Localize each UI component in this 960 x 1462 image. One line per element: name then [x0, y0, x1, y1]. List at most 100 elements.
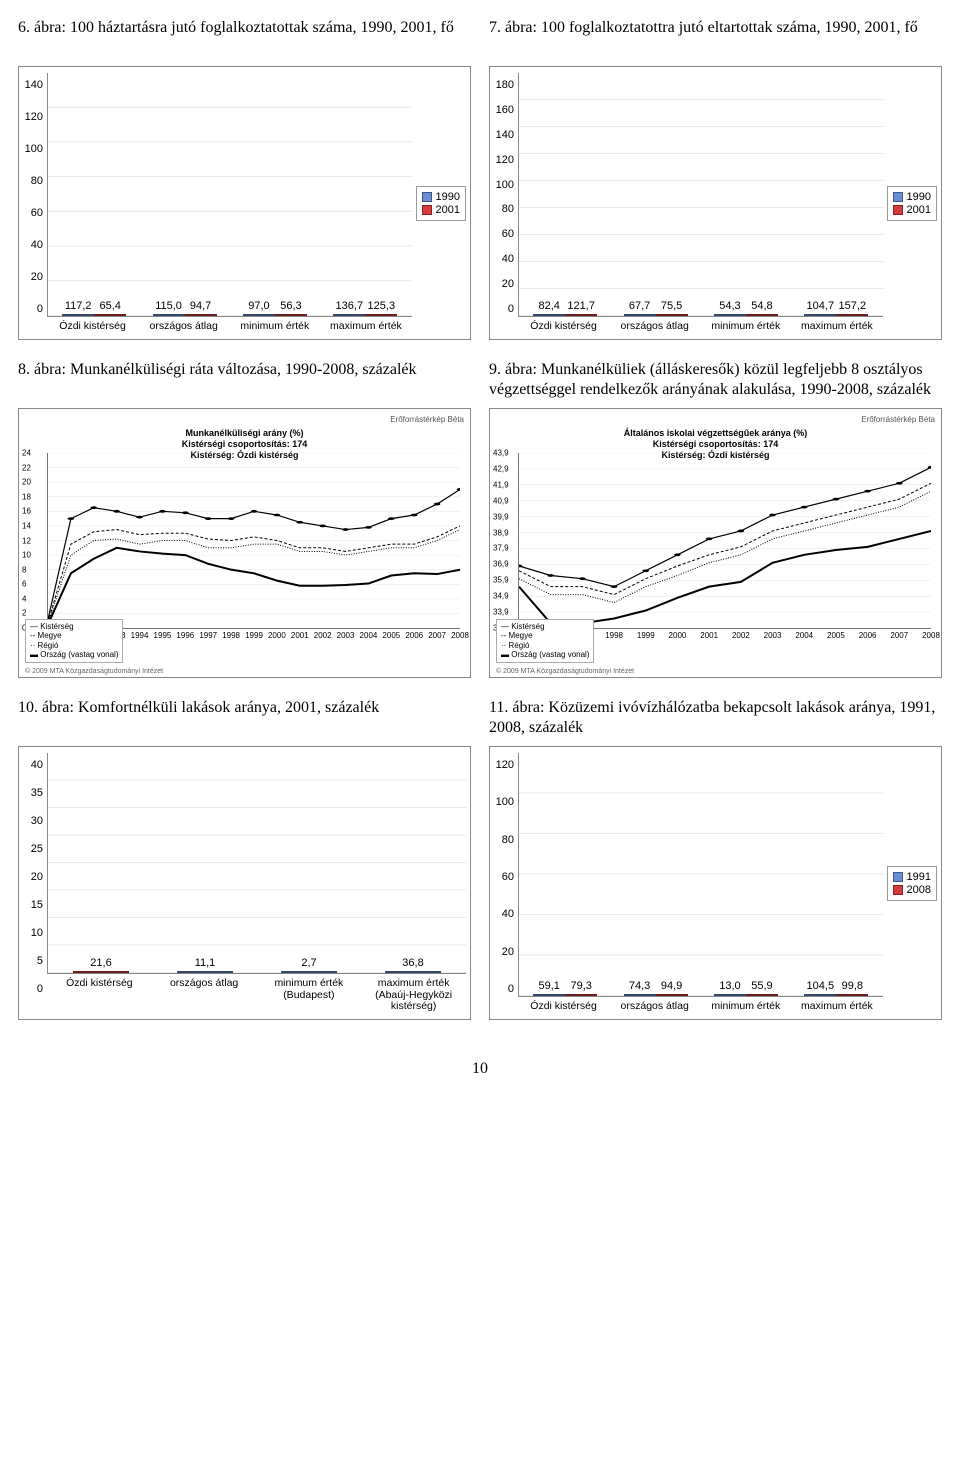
figure-10: 10. ábra: Komfortnélküli lakások aránya,… [18, 698, 471, 1020]
bar [624, 994, 656, 996]
series-line [48, 530, 460, 623]
ytick: 60 [494, 871, 514, 883]
bar-value-label: 115,0 [155, 301, 182, 312]
bar-wrap: 117,2 [62, 301, 94, 316]
bar-wrap: 94,7 [185, 301, 217, 316]
bar [94, 314, 126, 316]
legend-item: 2001 [893, 204, 931, 216]
bar-wrap: 115,0 [153, 301, 185, 316]
xtick: 1998 [605, 631, 623, 640]
ytick: 60 [494, 228, 514, 240]
fig6-legend: 19902001 [416, 186, 466, 221]
legend-label: 1990 [436, 191, 460, 203]
xtick: 2000 [669, 631, 687, 640]
bar-wrap: 79,3 [565, 981, 597, 996]
ytick: 36,9 [493, 560, 509, 569]
bar-group: 36,8 [364, 958, 462, 973]
fig9-linechart: Erőforrástérkép Béta Általános iskolai vé… [489, 408, 942, 678]
bar-wrap: 55,9 [746, 981, 778, 996]
bar [153, 314, 185, 316]
bar-value-label: 36,8 [402, 958, 423, 969]
xtick: 1995 [154, 631, 172, 640]
ytick: 180 [494, 79, 514, 91]
bar [836, 994, 868, 996]
ytick: 37,9 [493, 544, 509, 553]
fig9-caption: 9. ábra: Munkanélküliek (álláskeresők) k… [489, 360, 942, 400]
legend-label: 1991 [907, 871, 931, 883]
chart-legend: — Kistérség-- Megye·· Régió▬ Ország (vas… [496, 619, 594, 663]
chart-svg [519, 453, 931, 628]
chart-source-header: Erőforrástérkép Béta [496, 415, 935, 424]
bar-wrap: 82,4 [533, 301, 565, 316]
xtick: 1999 [245, 631, 263, 640]
xtick: országos átlag [138, 321, 229, 333]
xtick: 2004 [360, 631, 378, 640]
bar [804, 314, 836, 316]
ytick: 0 [23, 983, 43, 995]
bar-group: 82,4121,7 [523, 301, 607, 316]
fig6-caption: 6. ábra: 100 háztartásra jutó foglalkozt… [18, 18, 471, 58]
series-line [519, 467, 931, 586]
bar-value-label: 74,3 [629, 981, 650, 992]
ytick: 8 [22, 565, 26, 574]
bar-group: 67,775,5 [613, 301, 697, 316]
ytick: 100 [23, 143, 43, 155]
bar-value-label: 99,8 [842, 981, 863, 992]
bar-wrap: 94,9 [656, 981, 688, 996]
bar-group: 2,7 [260, 958, 358, 973]
xtick: 2005 [382, 631, 400, 640]
ytick: 18 [22, 492, 31, 501]
bar-value-label: 2,7 [301, 958, 316, 969]
bar-wrap: 97,0 [243, 301, 275, 316]
chart-footer: © 2009 MTA Közgazdaságtudományi Intézet [496, 668, 634, 675]
bar [714, 994, 746, 996]
chart-svg [48, 453, 460, 628]
fig10-plot: 21,611,12,736,8 [47, 753, 466, 974]
legend-item: -- Megye [501, 631, 589, 641]
legend-label: 2001 [907, 204, 931, 216]
bar-wrap: 54,3 [714, 301, 746, 316]
fig7-plot: 82,4121,767,775,554,354,8104,7157,2 [518, 73, 883, 317]
fig10-caption: 10. ábra: Komfortnélküli lakások aránya,… [18, 698, 471, 738]
bar [177, 971, 233, 973]
bar-value-label: 21,6 [90, 958, 111, 969]
bar-wrap: 136,7 [333, 301, 365, 316]
xtick: 1998 [222, 631, 240, 640]
bar-group: 136,7125,3 [323, 301, 407, 316]
figure-7: 7. ábra: 100 foglalkoztatottra jutó elta… [489, 18, 942, 340]
bar-group: 97,056,3 [233, 301, 317, 316]
xtick: országos átlag [152, 978, 257, 1013]
bar [656, 314, 688, 316]
legend-item: 1991 [893, 871, 931, 883]
chart-title-line: Általános iskolai végzettségűek aránya (… [496, 428, 935, 439]
xtick: országos átlag [609, 1001, 700, 1013]
legend-item: 1990 [422, 191, 460, 203]
ytick: 40 [494, 253, 514, 265]
bar-wrap: 104,7 [804, 301, 836, 316]
bar-wrap: 157,2 [836, 301, 868, 316]
bar-value-label: 55,9 [751, 981, 772, 992]
bar-wrap: 74,3 [624, 981, 656, 996]
series-line [48, 489, 460, 619]
fig7-legend: 19902001 [887, 186, 937, 221]
ytick: 0 [494, 983, 514, 995]
xtick: minimum érték [229, 321, 320, 333]
legend-label: 1990 [907, 191, 931, 203]
row-2: 8. ábra: Munkanélküliségi ráta változása… [18, 360, 942, 678]
ytick: 40 [23, 759, 43, 771]
xtick: Ózdi kistérség [518, 1001, 609, 1013]
ytick: 160 [494, 104, 514, 116]
ytick: 20 [494, 946, 514, 958]
ytick: 60 [23, 207, 43, 219]
ytick: 25 [23, 843, 43, 855]
ytick: 2 [22, 609, 26, 618]
xtick: 2003 [337, 631, 355, 640]
fig6-yaxis: 020406080100120140 [23, 73, 47, 333]
xtick: maximum érték (Abaúj-Hegyközi kistérség) [361, 978, 466, 1013]
legend-item: — Kistérség [30, 622, 118, 632]
fig6-chart: 020406080100120140 117,265,4115,094,797,… [18, 66, 471, 340]
ytick: 38,9 [493, 528, 509, 537]
bar [836, 314, 868, 316]
bar-value-label: 54,3 [719, 301, 740, 312]
bar-value-label: 59,1 [538, 981, 559, 992]
